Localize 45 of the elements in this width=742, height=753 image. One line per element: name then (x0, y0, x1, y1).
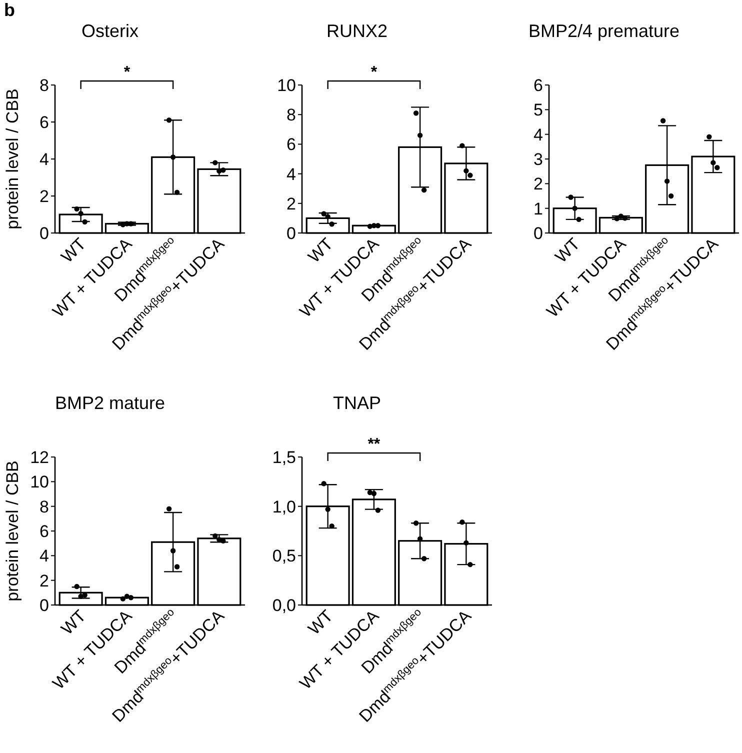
chart-title: Osterix (81, 21, 139, 41)
x-tick-label: WT (304, 234, 337, 267)
y-tick-label: 2 (40, 186, 49, 206)
text: b (4, 0, 15, 20)
y-tick-label: 0,5 (272, 546, 296, 566)
y-tick-label: 0,0 (272, 596, 296, 615)
y-tick-label: 0 (40, 224, 49, 243)
y-tick-label: 5 (534, 100, 543, 120)
text: * (124, 64, 131, 81)
y-axis-title: protein level / CBB (3, 460, 22, 602)
y-axis-title: protein level / CBB (3, 88, 22, 230)
y-tick-label: 2 (286, 194, 296, 214)
x-tick-label: WT (552, 234, 584, 267)
chart-title: BMP2/4 premature (528, 21, 680, 41)
y-tick-label: 0 (40, 596, 49, 615)
x-tick-label: WT (58, 606, 90, 639)
y-tick-label: 4 (534, 125, 543, 144)
x-tick-label: WT (304, 606, 337, 639)
y-tick-label: 8 (286, 106, 296, 125)
y-tick-label: 12 (30, 448, 49, 467)
y-tick-label: 10 (30, 472, 49, 492)
y-tick-label: 8 (40, 497, 49, 516)
y-tick-label: 1,0 (272, 497, 296, 516)
y-tick-label: 8 (40, 76, 49, 95)
y-tick-label: 4 (40, 546, 49, 566)
y-tick-label: 10 (277, 76, 296, 95)
y-tick-label: 1 (534, 199, 543, 218)
text: * (370, 64, 378, 81)
x-tick-label: WT (58, 234, 90, 267)
chart-title: RUNX2 (326, 21, 388, 41)
y-tick-label: 6 (534, 76, 543, 95)
y-tick-label: 1,5 (272, 448, 296, 467)
chart-title: BMP2 mature (54, 393, 166, 413)
y-tick-label: 6 (40, 522, 49, 541)
y-tick-label: 2 (534, 174, 543, 194)
y-tick-label: 2 (40, 571, 49, 590)
y-tick-label: 6 (286, 135, 296, 154)
text: ** (368, 436, 381, 453)
y-tick-label: 4 (40, 150, 49, 169)
y-tick-label: 3 (534, 150, 543, 169)
y-tick-label: 0 (534, 224, 543, 243)
chart-title: TNAP (332, 393, 382, 413)
y-tick-label: 4 (286, 164, 296, 184)
y-tick-label: 6 (40, 112, 49, 132)
y-tick-label: 0 (286, 224, 296, 243)
